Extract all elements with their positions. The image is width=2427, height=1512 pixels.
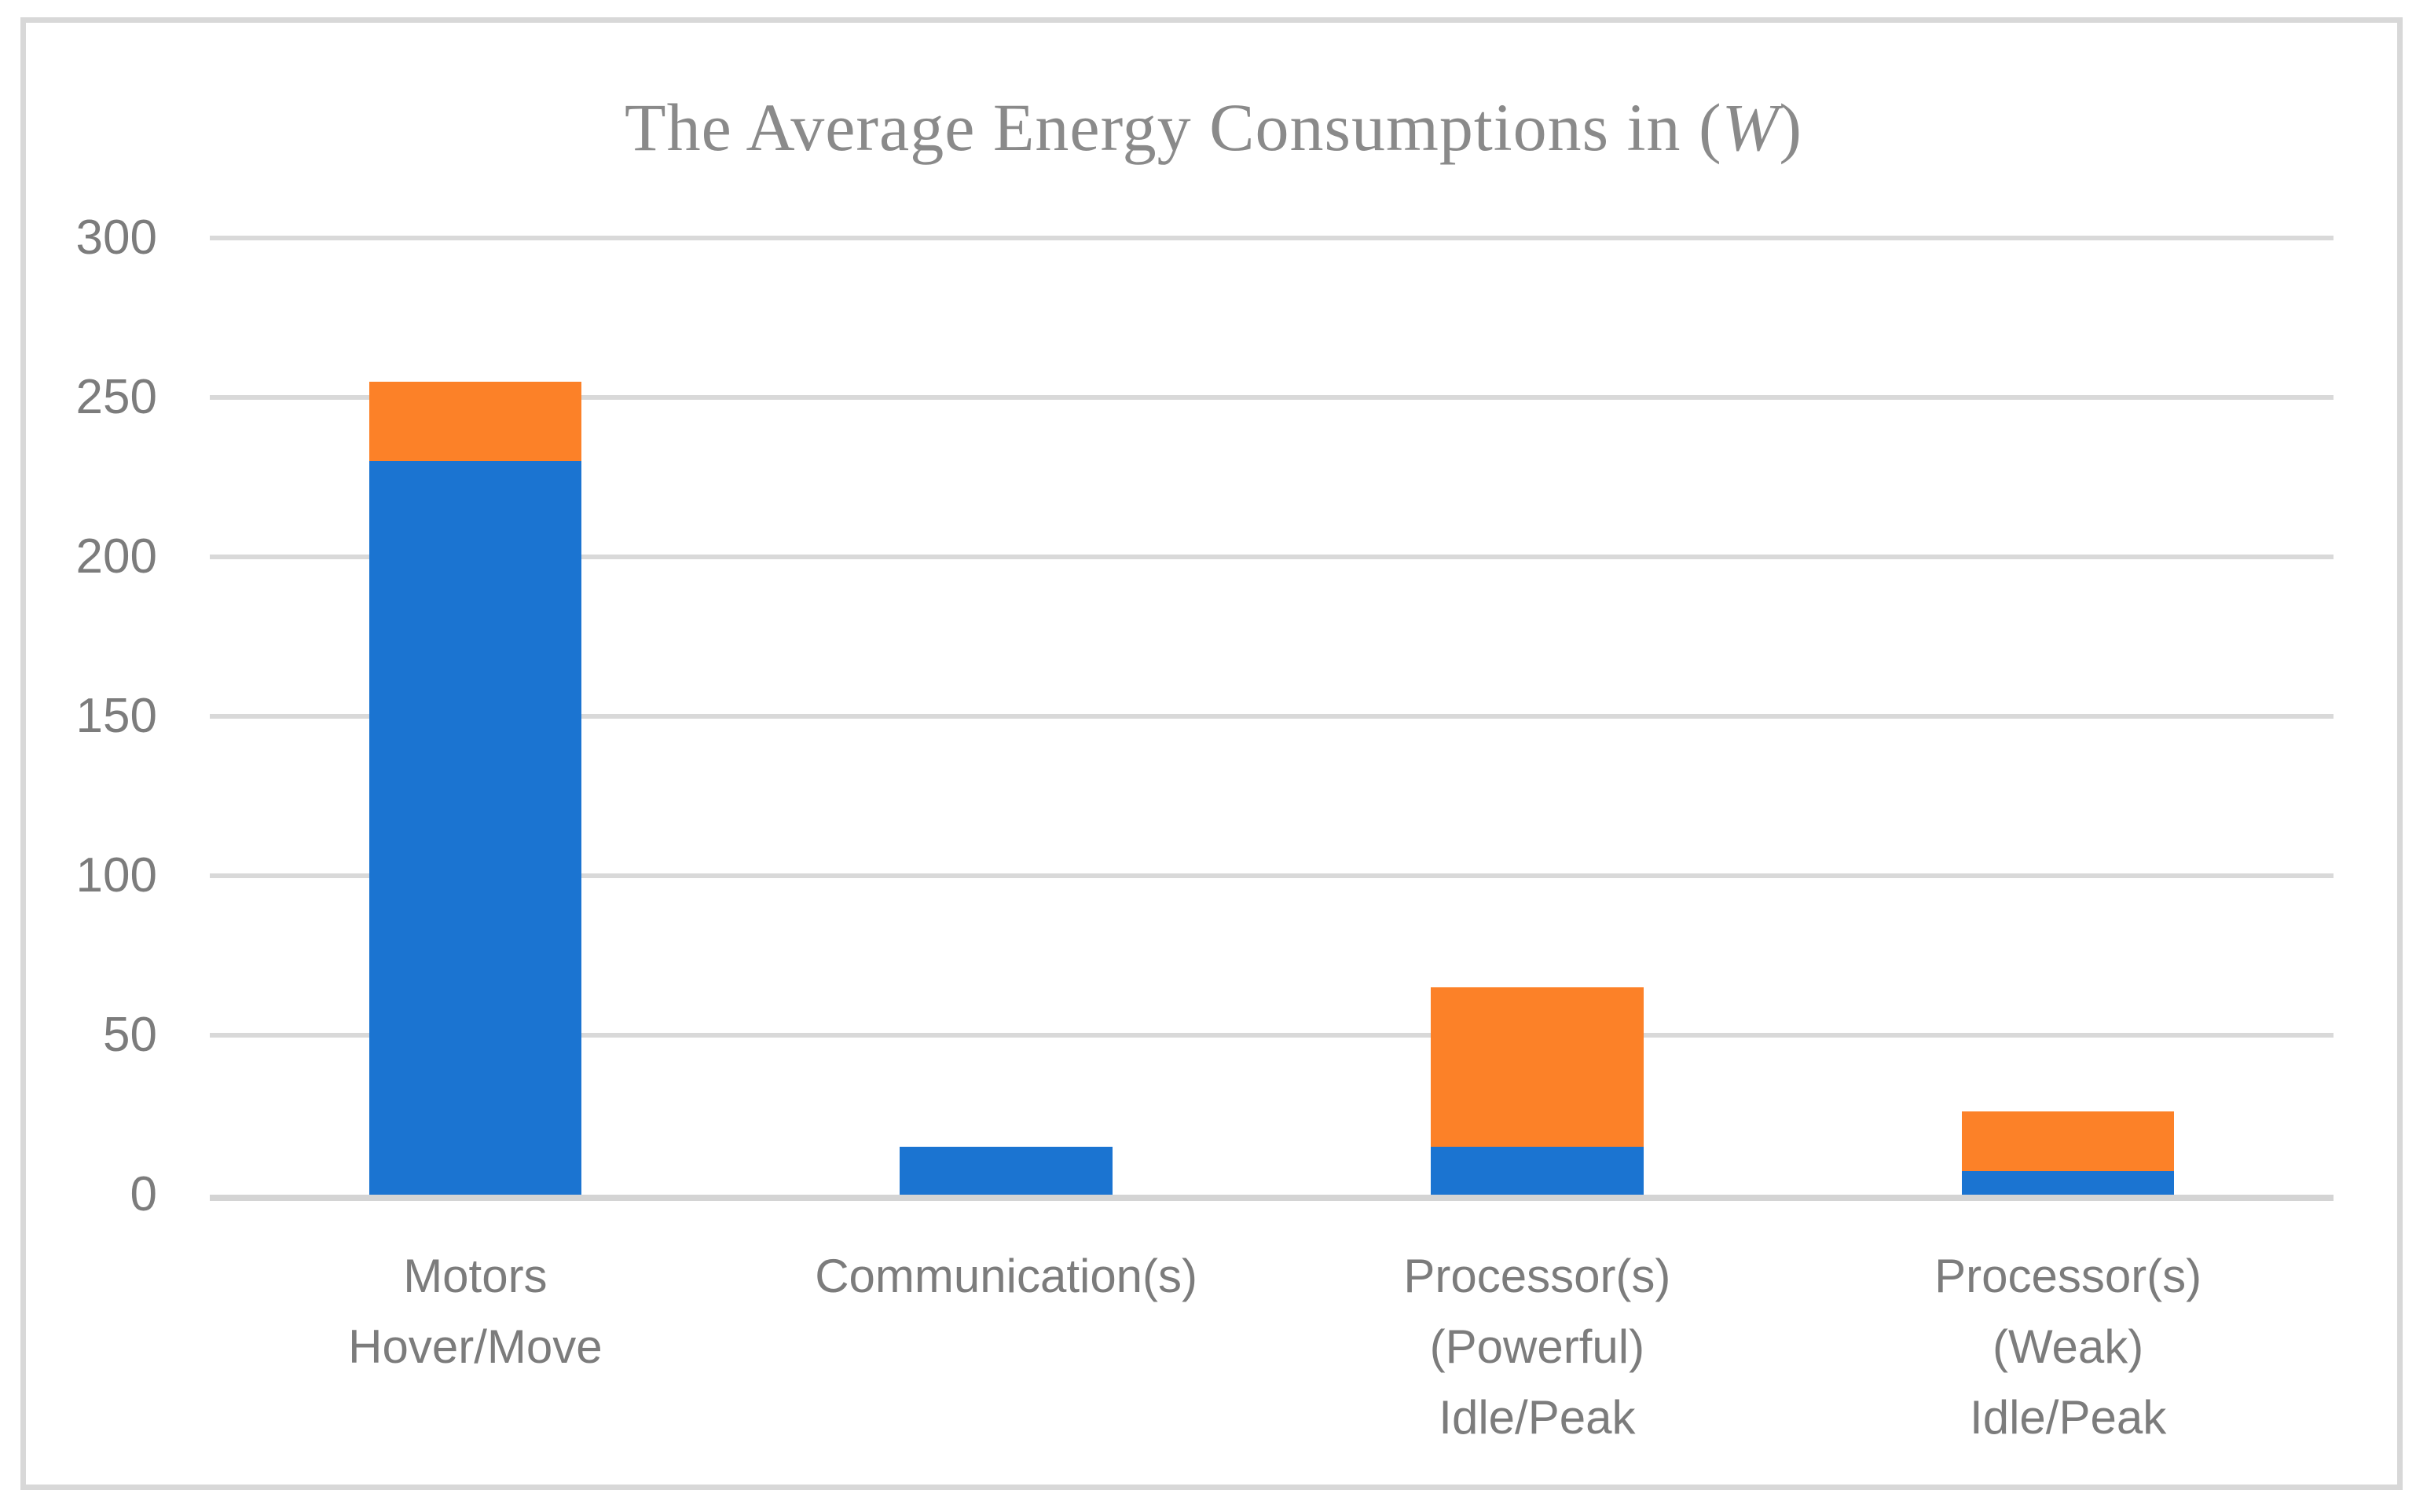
bar-segment-blue xyxy=(368,461,582,1195)
x-axis-category-labels: Motors Hover/Move Communication(s) Processo… xyxy=(210,1241,2334,1492)
category-line: (Weak) xyxy=(1993,1320,2144,1373)
y-tick-label: 50 xyxy=(103,1008,157,1062)
bar-group xyxy=(1431,238,1644,1195)
y-tick-label: 150 xyxy=(75,689,157,743)
bar-segment-orange xyxy=(368,381,582,462)
category-line: Motors xyxy=(403,1250,548,1302)
bar-segment-blue xyxy=(1961,1170,2175,1195)
x-category-label: Processor(s) (Powerful) Idle/Peak xyxy=(1272,1241,1803,1453)
y-tick-label: 250 xyxy=(75,370,157,424)
category-slot xyxy=(210,238,741,1195)
gridline xyxy=(210,395,2334,400)
x-category-label: Communication(s) xyxy=(741,1241,1272,1312)
y-tick-label: 300 xyxy=(75,211,157,265)
gridline xyxy=(210,1033,2334,1038)
category-slot xyxy=(1802,238,2334,1195)
y-axis-tick-labels: 0 50 100 150 200 250 300 xyxy=(0,0,157,1512)
category-slot xyxy=(1272,238,1803,1195)
bar-segment-blue xyxy=(900,1147,1113,1195)
category-line: Idle/Peak xyxy=(1970,1391,2167,1444)
gridline xyxy=(210,236,2334,240)
gridline xyxy=(210,555,2334,560)
category-slot xyxy=(741,238,1272,1195)
bar-segment-orange xyxy=(1961,1111,2175,1171)
category-line: Communication(s) xyxy=(815,1250,1198,1302)
chart-title-suffix: ) xyxy=(1779,90,1802,165)
category-line: Processor(s) xyxy=(1403,1250,1671,1302)
axis-baseline xyxy=(210,1195,2334,1201)
gridline xyxy=(210,873,2334,879)
y-tick-label: 100 xyxy=(75,848,157,902)
chart-title-unit: W xyxy=(1721,90,1780,165)
bar-segment-orange xyxy=(1431,987,1644,1148)
y-tick-label: 0 xyxy=(130,1167,157,1221)
category-line: Hover/Move xyxy=(348,1320,603,1373)
category-line: Processor(s) xyxy=(1934,1250,2202,1302)
bar-segment-blue xyxy=(1431,1147,1644,1195)
bar-group xyxy=(1961,238,2175,1195)
chart-title: The Average Energy Consumptions in (W) xyxy=(0,88,2427,167)
bar-group xyxy=(368,238,582,1195)
category-line: (Powerful) xyxy=(1429,1320,1645,1373)
category-line: Idle/Peak xyxy=(1439,1391,1636,1444)
x-category-label: Motors Hover/Move xyxy=(210,1241,741,1382)
y-tick-label: 200 xyxy=(75,529,157,584)
gridline xyxy=(210,714,2334,719)
bar-group xyxy=(900,238,1113,1195)
chart-title-prefix: The Average Energy Consumptions in ( xyxy=(625,90,1722,165)
plot-area xyxy=(210,236,2334,1201)
x-category-label: Processor(s) (Weak) Idle/Peak xyxy=(1802,1241,2334,1453)
